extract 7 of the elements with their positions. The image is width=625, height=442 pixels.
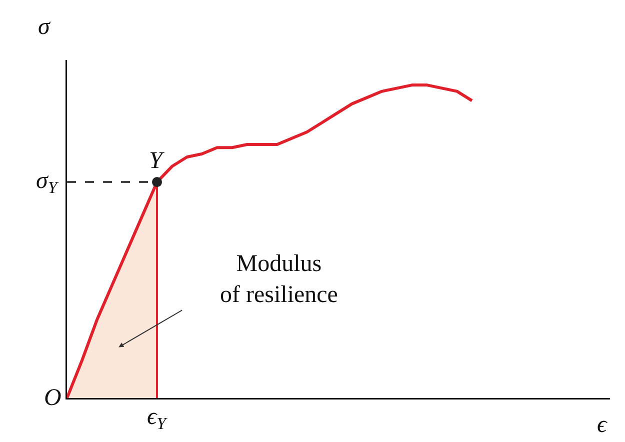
text: ϵ$_{Y}$ xyxy=(147,404,168,434)
y-axis-title: σ xyxy=(38,14,51,40)
x-axis-title: ϵ xyxy=(597,412,608,438)
annotation: Y xyxy=(149,148,165,174)
annotation: O xyxy=(44,385,62,411)
ref-line-label: σ$_{Y}$ xyxy=(36,168,59,198)
annotation: Modulus of resilience xyxy=(220,251,338,308)
